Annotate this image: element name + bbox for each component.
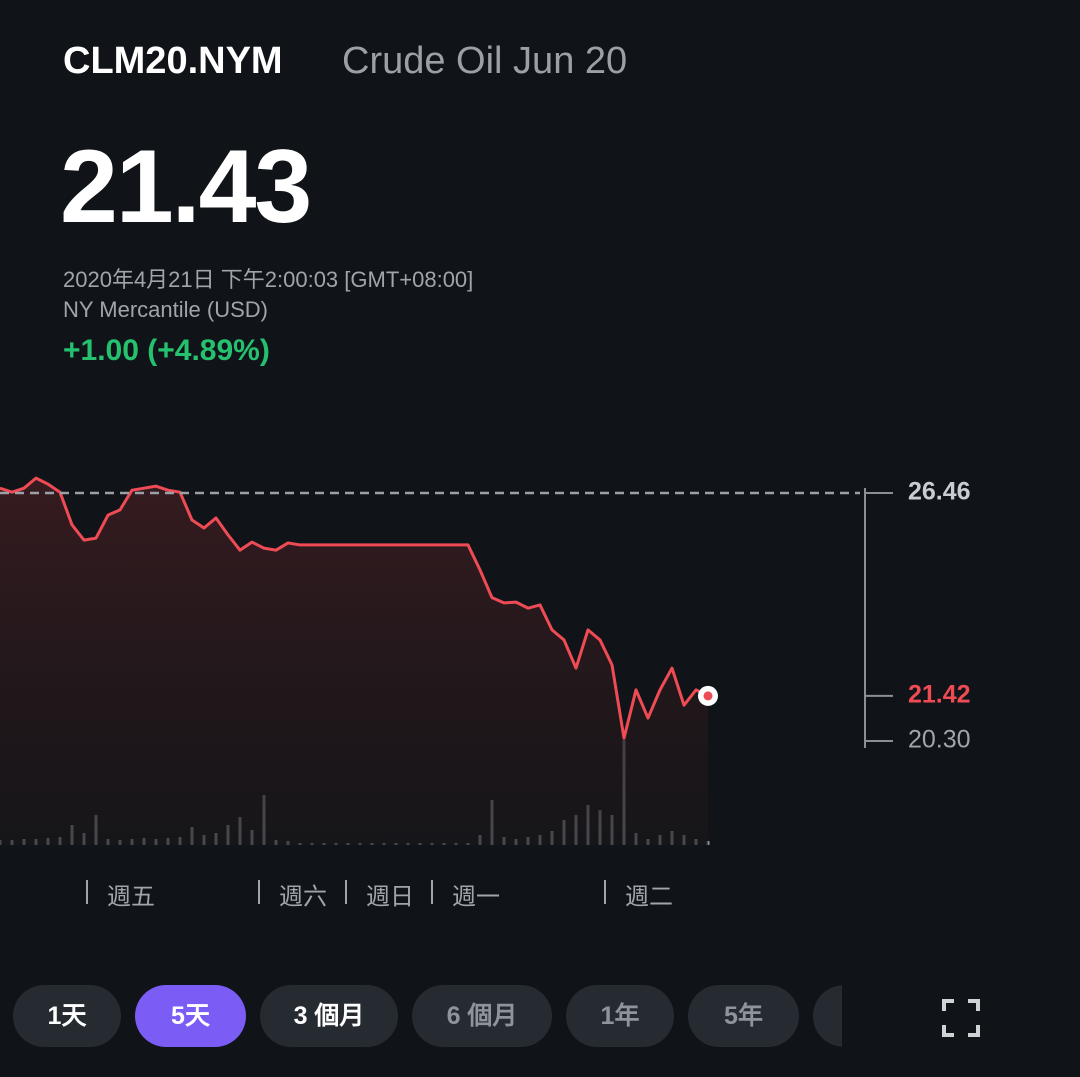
y-tick-label: 20.30 [908, 726, 971, 754]
chart: 26.46 21.42 20.30 週五 週六 週日 週一 週二 [0, 476, 971, 910]
price: 21.43 [60, 129, 312, 245]
fullscreen-button[interactable] [942, 999, 980, 1037]
current-dot-center [703, 691, 713, 701]
range-buttons: 1天 5天 3 個月 6 個月 1年 5年 [13, 985, 842, 1047]
change: +1.00 (+4.89%) [63, 334, 270, 367]
range-button[interactable]: 6 個月 [412, 985, 552, 1047]
range-button-clipped[interactable] [813, 985, 842, 1047]
instrument-name: Crude Oil Jun 20 [342, 40, 628, 82]
symbol: CLM20.NYM [63, 40, 283, 82]
x-tick-label: 週一 [452, 883, 500, 910]
range-button[interactable]: 5天 [135, 985, 246, 1047]
x-tick-label: 週二 [625, 883, 673, 910]
range-button[interactable]: 3 個月 [260, 985, 398, 1047]
range-button[interactable]: 5年 [688, 985, 799, 1047]
y-tick-label: 26.46 [908, 478, 971, 506]
x-tick-label: 週六 [279, 883, 327, 910]
exchange: NY Mercantile (USD) [63, 297, 268, 322]
x-tick-label: 週日 [366, 883, 414, 910]
range-button[interactable]: 1天 [13, 985, 121, 1047]
x-tick-label: 週五 [107, 883, 155, 910]
timestamp: 2020年4月21日 下午2:00:03 [GMT+08:00] [63, 267, 474, 292]
price-area [0, 478, 708, 845]
price-line [0, 476, 709, 740]
range-button[interactable]: 1年 [566, 985, 674, 1047]
y-tick-label: 21.42 [908, 681, 971, 709]
